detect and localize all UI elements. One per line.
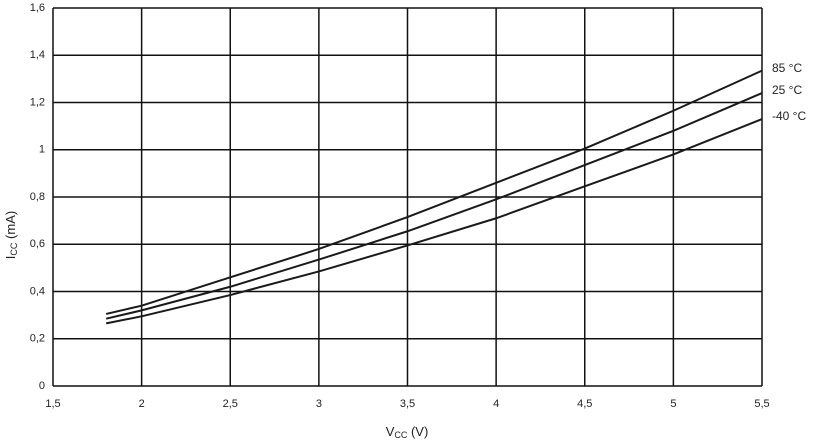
x-tick-label: 4 <box>493 398 499 410</box>
y-tick-label: 1 <box>39 144 45 156</box>
y-tick-label: 0 <box>39 380 45 392</box>
x-tick-label: 3 <box>316 398 322 410</box>
series-label: 25 °C <box>772 83 802 97</box>
y-tick-label: 0,4 <box>30 285 45 297</box>
x-label-unit: (V) <box>407 424 428 439</box>
x-tick-label: 2 <box>139 398 145 410</box>
y-tick-label: 1,2 <box>30 96 45 108</box>
y-tick-label: 0,6 <box>30 238 45 250</box>
x-tick-label: 1,5 <box>45 398 60 410</box>
x-tick-label: 5 <box>670 398 676 410</box>
y-label-sub: CC <box>9 242 19 255</box>
x-label-main: V <box>386 424 395 439</box>
x-tick-label: 4,5 <box>577 398 592 410</box>
series-label: -40 °C <box>772 109 806 123</box>
y-tick-label: 0,2 <box>30 333 45 345</box>
y-tick-label: 1,6 <box>30 2 45 14</box>
x-label-sub: CC <box>394 430 407 440</box>
series-line <box>105 118 763 325</box>
x-axis-label: VCC (V) <box>386 424 429 440</box>
y-label-unit: (mA) <box>3 211 18 243</box>
series-line <box>105 69 763 315</box>
x-tick-label: 2,5 <box>223 398 238 410</box>
y-tick-label: 0,8 <box>30 191 45 203</box>
x-tick-label: 5,5 <box>754 398 769 410</box>
x-tick-label: 3,5 <box>400 398 415 410</box>
y-tick-label: 1,4 <box>30 49 45 61</box>
y-label-main: I <box>3 256 18 260</box>
series-line <box>105 92 763 320</box>
series-label: 85 °C <box>772 61 802 75</box>
y-axis-label: ICC (mA) <box>3 211 19 259</box>
